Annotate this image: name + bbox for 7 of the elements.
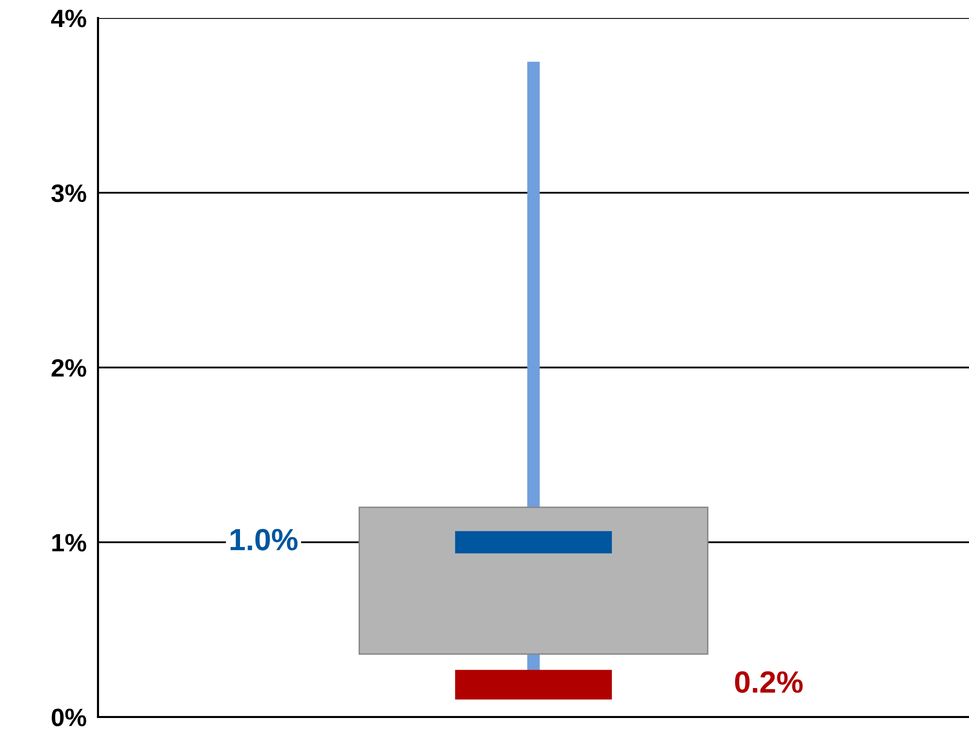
y-tick-label: 3% bbox=[51, 184, 86, 202]
y-tick-label: 2% bbox=[52, 359, 86, 377]
y-tick-label: 4% bbox=[51, 10, 86, 28]
y-tick-label: 0% bbox=[52, 708, 86, 726]
y-tick-label: 1% bbox=[52, 534, 86, 552]
annotation: 1.0% bbox=[230, 528, 298, 550]
annotation: 0.2% bbox=[735, 671, 803, 693]
